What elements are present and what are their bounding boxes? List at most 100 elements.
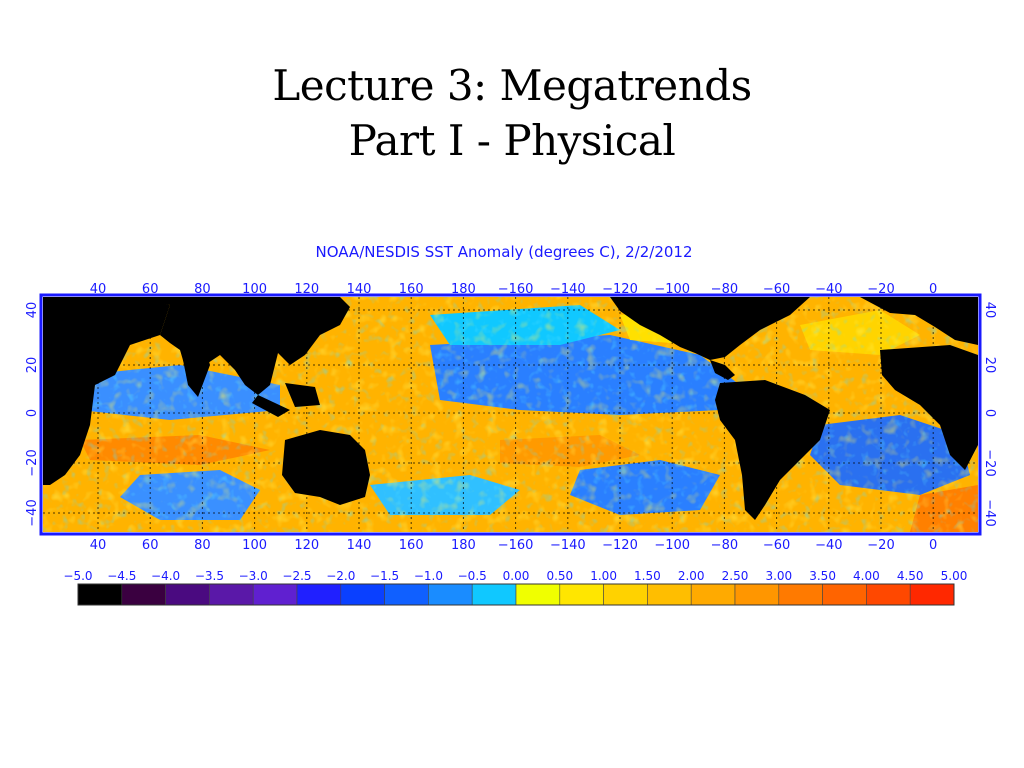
top-lon-label: 120: [294, 282, 319, 297]
left-lat-label: −40: [25, 499, 40, 526]
bottom-lon-label: 0: [929, 538, 937, 553]
colorbar-swatch: [340, 583, 385, 606]
top-lon-label: −60: [763, 282, 790, 297]
bottom-lon-label: −20: [867, 538, 894, 553]
colorbar-tick-label: −4.0: [151, 569, 180, 583]
bottom-lon-label: 140: [347, 538, 372, 553]
colorbar-tick-label: 4.00: [853, 569, 880, 583]
top-lon-label: 40: [90, 282, 107, 297]
land-greenland-europe: [860, 297, 978, 345]
left-lat-label: −20: [25, 449, 40, 476]
colorbar-swatch: [734, 583, 780, 606]
colorbar-swatch: [866, 583, 911, 606]
land-west-africa: [880, 345, 978, 470]
colorbar-swatch: [252, 583, 298, 606]
colorbar-tick-label: −1.0: [414, 569, 443, 583]
colorbar-tick-labels: −5.0 −4.5 −4.0 −3.5 −3.0 −2.5 −2.0 −1.5 −1.0 −0.5…: [63, 569, 967, 583]
land-africa-arabia: [43, 297, 170, 485]
slide-title: Lecture 3: Megatrends Part I - Physical: [0, 58, 1024, 168]
land-central-america: [710, 360, 735, 380]
right-lat-label: 20: [982, 357, 997, 374]
colorbar-tick-label: 0.00: [503, 569, 530, 583]
colorbar-tick-label: 2.00: [678, 569, 705, 583]
bottom-lon-label: −120: [602, 538, 638, 553]
colorbar-swatch: [471, 583, 517, 606]
colorbar-tick-label: 3.00: [765, 569, 792, 583]
colorbar-swatch: [121, 583, 166, 606]
right-latitude-labels: 40 20 0 −20 −40: [982, 302, 997, 527]
bottom-lon-label: 160: [399, 538, 424, 553]
sst-anomaly-map-svg: NOAA/NESDIS SST Anomaly (degrees C), 2/2…: [25, 243, 997, 606]
land-sumatra-borneo: [252, 383, 320, 417]
colorbar-tick-label: 2.50: [722, 569, 749, 583]
colorbar-swatch: [384, 583, 429, 606]
left-lat-label: 20: [25, 357, 40, 374]
bottom-lon-label: −40: [815, 538, 842, 553]
top-lon-label: 0: [929, 282, 937, 297]
map-area: [43, 297, 978, 532]
colorbar-swatch: [909, 583, 955, 606]
bottom-lon-label: −80: [711, 538, 738, 553]
colorbar-frame: [77, 583, 955, 606]
title-line-2: Part I - Physical: [348, 116, 676, 165]
top-lon-label: −80: [711, 282, 738, 297]
right-lat-label: −20: [982, 449, 997, 476]
map-frame: [39, 293, 982, 536]
colorbar-swatch: [165, 583, 210, 606]
bottom-lon-label: −140: [550, 538, 586, 553]
top-longitude-labels: 40 60 80 100 120 140 160 180 −160 −140 −120 −100 −80…: [90, 282, 938, 297]
title-line-1: Lecture 3: Megatrends: [272, 61, 752, 110]
bottom-lon-label: −60: [763, 538, 790, 553]
left-latitude-labels: 40 20 0 −20 −40: [25, 302, 40, 527]
bottom-lon-label: −100: [654, 538, 690, 553]
sst-anomaly-figure: NOAA/NESDIS SST Anomaly (degrees C), 2/2…: [20, 235, 1004, 615]
left-lat-label: 40: [25, 302, 40, 319]
colorbar-swatch: [515, 583, 561, 606]
colorbar-swatch: [603, 583, 648, 606]
land-south-america: [715, 380, 830, 520]
colorbar-swatch: [77, 583, 123, 606]
top-lon-label: 100: [242, 282, 267, 297]
colorbar: [77, 583, 955, 606]
colorbar-tick-label: 3.50: [809, 569, 836, 583]
bottom-lon-label: −160: [498, 538, 534, 553]
bottom-lon-label: 60: [142, 538, 159, 553]
figure-title: NOAA/NESDIS SST Anomaly (degrees C), 2/2…: [315, 243, 692, 261]
colorbar-swatch: [559, 583, 604, 606]
top-lon-label: −100: [654, 282, 690, 297]
right-lat-label: −40: [982, 499, 997, 526]
bottom-lon-label: 40: [90, 538, 107, 553]
colorbar-tick-label: 1.50: [634, 569, 661, 583]
colorbar-swatch: [428, 583, 473, 606]
right-lat-label: 0: [982, 409, 997, 417]
top-lon-label: −140: [550, 282, 586, 297]
bottom-longitude-labels: 40 60 80 100 120 140 160 180 −160 −140 −120 −100 −80…: [90, 538, 938, 553]
colorbar-tick-label: 4.50: [897, 569, 924, 583]
top-lon-label: 180: [451, 282, 476, 297]
colorbar-tick-label: 0.50: [546, 569, 573, 583]
land-australia: [282, 430, 370, 505]
colorbar-tick-label: −0.5: [458, 569, 487, 583]
land-eurasia: [130, 297, 350, 395]
bottom-lon-label: 80: [194, 538, 211, 553]
right-lat-label: 40: [982, 302, 997, 319]
colorbar-tick-label: −5.0: [63, 569, 92, 583]
colorbar-swatch: [822, 583, 867, 606]
top-lon-label: −40: [815, 282, 842, 297]
colorbar-swatch: [690, 583, 736, 606]
colorbar-swatch: [778, 583, 823, 606]
top-lon-label: 60: [142, 282, 159, 297]
colorbar-tick-label: −3.5: [195, 569, 224, 583]
colorbar-tick-label: −2.5: [282, 569, 311, 583]
colorbar-swatch: [647, 583, 692, 606]
left-lat-label: 0: [25, 409, 40, 417]
top-lon-label: −160: [498, 282, 534, 297]
land-north-america: [610, 297, 810, 360]
colorbar-tick-label: −1.5: [370, 569, 399, 583]
land-masses: [43, 297, 978, 520]
top-lon-label: −120: [602, 282, 638, 297]
colorbar-swatch: [209, 583, 254, 606]
top-lon-label: −20: [867, 282, 894, 297]
colorbar-tick-label: 1.00: [590, 569, 617, 583]
top-lon-label: 160: [399, 282, 424, 297]
